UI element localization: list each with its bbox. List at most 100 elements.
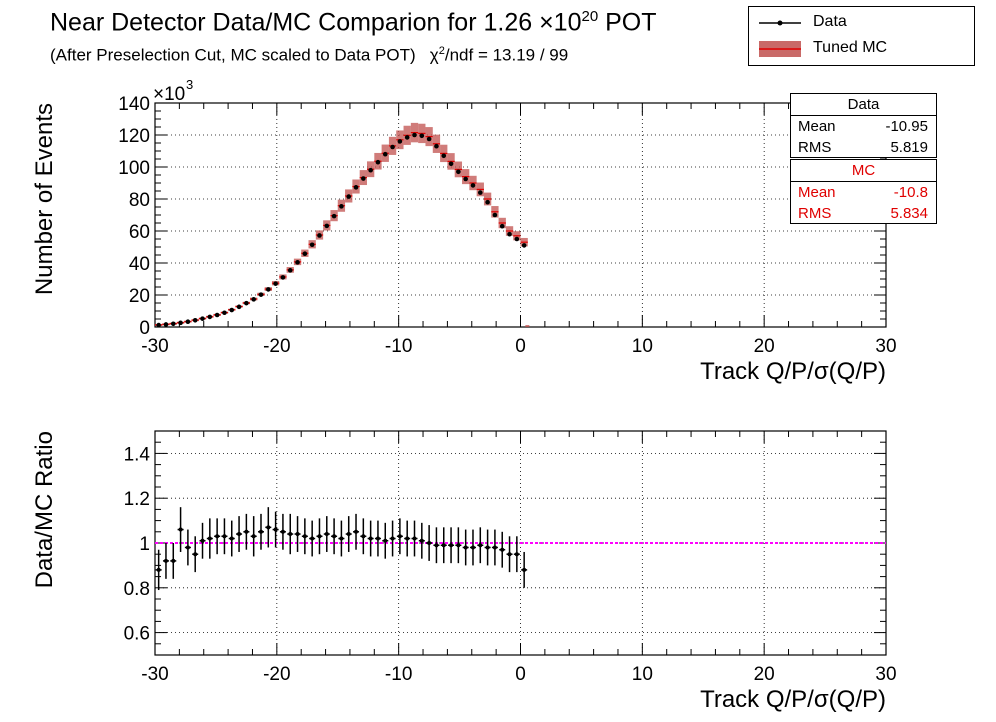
data-point (214, 312, 220, 318)
ratio-point (492, 545, 497, 550)
ratio-point (207, 536, 212, 541)
data-point (192, 317, 198, 323)
legend-label-mc: Tuned MC (813, 39, 888, 56)
ratio-point (383, 538, 388, 543)
legend-entry-data: Data (749, 10, 974, 36)
data-point (477, 190, 483, 195)
data-point (448, 161, 454, 167)
chart-title: Near Detector Data/MC Comparion for 1.26… (50, 8, 657, 37)
y-tick-label: 1.2 (124, 489, 150, 510)
ratio-point (237, 532, 242, 537)
chart-title-tail: POT (598, 8, 657, 37)
data-point (266, 287, 271, 292)
data-point (346, 194, 352, 199)
ratio-point (258, 529, 263, 534)
stats-data-rms-row: RMS 5.819 (791, 137, 936, 158)
y-multiplier-exponent: 3 (186, 77, 193, 92)
data-point (273, 281, 278, 286)
y-tick-label: 60 (129, 222, 150, 243)
y-tick-label: 0.8 (124, 579, 150, 600)
ratio-point (222, 534, 227, 539)
ratio-point (178, 527, 183, 532)
stats-mc-mean-row: Mean -10.8 (791, 182, 936, 203)
data-point (207, 314, 213, 320)
data-point (251, 297, 256, 302)
stats-mc-header: MC (791, 160, 936, 182)
y-multiplier: ×10 (153, 84, 185, 105)
ratio-point (288, 532, 293, 537)
data-point (492, 212, 498, 218)
stats-mc-rms-label: RMS (798, 205, 832, 222)
data-point (419, 133, 425, 139)
chart-title-exponent: 20 (581, 8, 599, 25)
ratio-point (441, 543, 446, 548)
ratio-point (507, 552, 512, 557)
ratio-point (463, 545, 468, 550)
y-tick-label: 100 (118, 158, 150, 179)
ratio-point (332, 534, 337, 539)
mc-band (525, 325, 530, 327)
data-point (404, 135, 410, 140)
data-point (514, 236, 520, 242)
x-tick-label: 10 (632, 664, 653, 685)
stats-mc-rms-value: 5.834 (890, 205, 928, 222)
data-point (317, 233, 322, 238)
x-tick-label: 0 (515, 336, 526, 357)
ratio-point (368, 536, 373, 541)
x-tick-label: -30 (141, 664, 168, 685)
ratio-point (390, 536, 395, 541)
y-tick-label: 1.4 (124, 444, 151, 465)
x-tick-label: 20 (754, 664, 775, 685)
data-point (507, 231, 512, 237)
ratio-point (522, 567, 527, 572)
data-point (390, 144, 395, 150)
stats-data-header: Data (791, 94, 936, 116)
data-point (485, 199, 490, 205)
legend-entry-mc: Tuned MC (749, 36, 974, 62)
legend-marker-data (759, 20, 801, 26)
ratio-point (171, 558, 176, 563)
y-tick-label: 0 (139, 318, 150, 339)
ratio-point (200, 538, 205, 543)
data-point (412, 132, 417, 138)
data-point (434, 143, 439, 149)
data-point (200, 316, 205, 321)
data-point (331, 213, 337, 219)
ratio-point (354, 529, 359, 534)
ratio-point (310, 536, 315, 541)
data-point (170, 321, 176, 327)
data-point (163, 322, 169, 327)
ratio-point (317, 534, 322, 539)
stats-data-mean-row: Mean -10.95 (791, 116, 936, 137)
y-tick-label: 1 (139, 534, 150, 555)
ratio-point (419, 538, 424, 543)
data-point (375, 159, 381, 165)
ratio-point (280, 529, 285, 534)
data-point (236, 304, 242, 310)
ratio-point (434, 543, 439, 548)
data-point (178, 320, 183, 326)
y-tick-label: 0.6 (124, 624, 150, 645)
ratio-point (397, 534, 402, 539)
y-axis-label: Number of Events (31, 103, 58, 295)
x-axis-label: Track Q/P/σ(Q/P) (700, 686, 886, 713)
ratio-point (405, 536, 410, 541)
legend: Data Tuned MC (748, 6, 975, 66)
y-tick-label: 140 (118, 94, 150, 115)
x-tick-label: -30 (141, 336, 168, 357)
ratio-point (156, 567, 161, 572)
ratio-point (251, 534, 256, 539)
ratio-point (346, 532, 351, 537)
data-point (302, 251, 308, 257)
stats-mc-mean-value: -10.8 (893, 184, 928, 201)
chart-subtitle: (After Preselection Cut, MC scaled to Da… (50, 45, 568, 66)
data-point (156, 322, 161, 328)
ratio-point (375, 536, 380, 541)
y-tick-label: 80 (129, 190, 150, 211)
stats-box-mc: MC Mean -10.8 RMS 5.834 (790, 159, 937, 224)
subtitle-chi-exponent: 2 (438, 45, 445, 57)
data-point (521, 243, 527, 248)
y-axis-label: Data/MC Ratio (31, 431, 58, 588)
x-tick-label: 30 (875, 664, 896, 685)
ratio-point (478, 543, 483, 548)
